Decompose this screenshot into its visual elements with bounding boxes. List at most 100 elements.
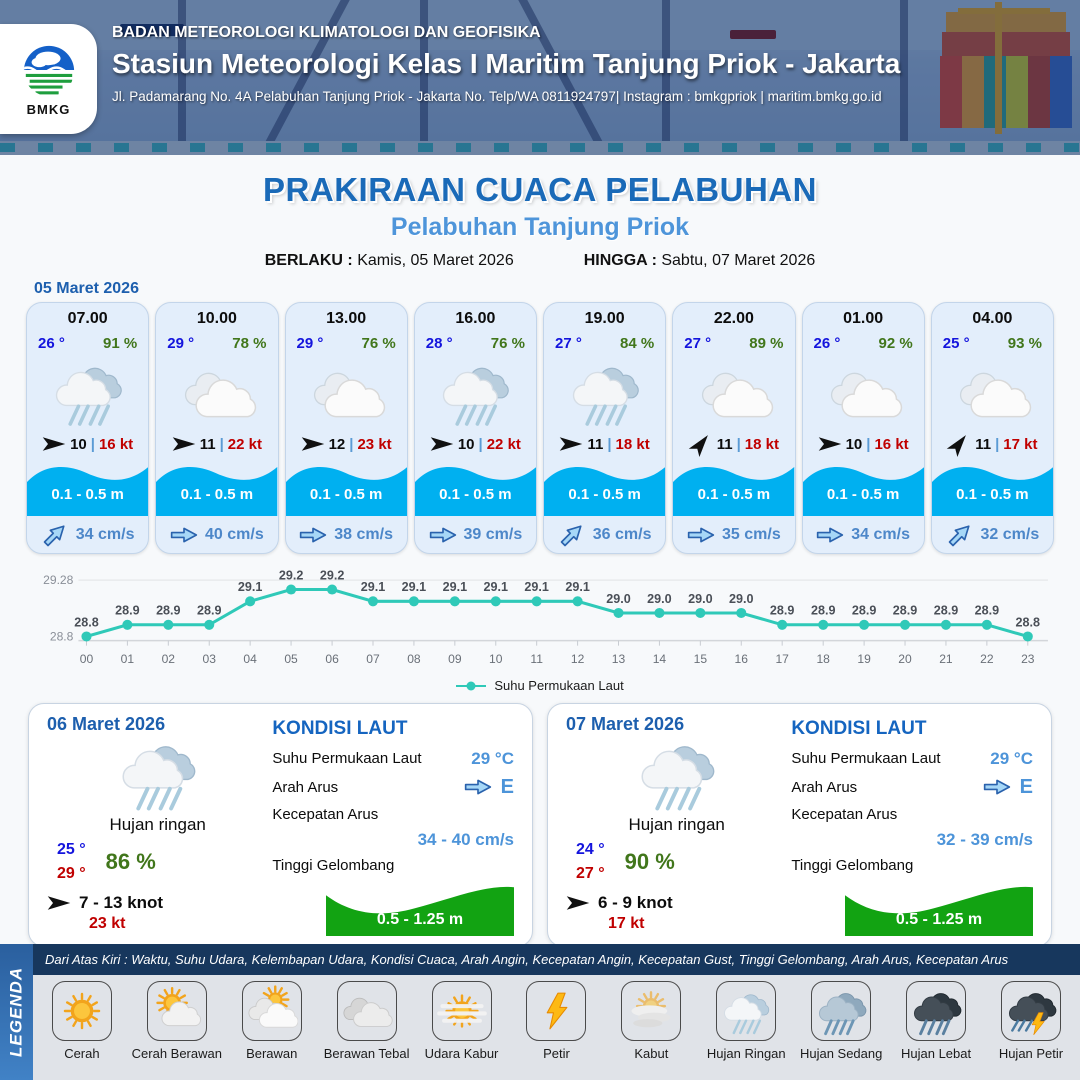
wind-speed: 11 (716, 435, 733, 453)
wind-row: 12 | 23 kt (286, 430, 407, 458)
legend-description: Dari Atas Kiri : Waktu, Suhu Udara, Kele… (33, 944, 1080, 975)
wave-shape (544, 467, 666, 516)
weather-icon (526, 981, 587, 1041)
weather-icon (174, 354, 260, 430)
valid-from-value: Kamis, 05 Maret 2026 (357, 252, 514, 269)
bmkg-logo: BMKG (0, 24, 97, 134)
wave-height: 0.1 - 0.5 m (697, 486, 771, 503)
svg-text:13: 13 (612, 652, 626, 666)
wind-speed: 10 (457, 435, 475, 453)
legend-item-label: Cerah (64, 1046, 100, 1061)
current-direction-icon (555, 518, 589, 552)
current-direction-icon (429, 525, 457, 545)
current-speed-label: Kecepatan Arus (791, 805, 898, 823)
temp-humidity-row: 27 ° 84 % (544, 332, 665, 354)
wind-row: 11 | 22 kt (156, 430, 277, 458)
svg-text:14: 14 (653, 652, 667, 666)
svg-text:28.8: 28.8 (74, 615, 98, 629)
valid-to: HINGGA : Sabtu, 07 Maret 2026 (584, 252, 816, 270)
svg-text:28.9: 28.9 (115, 604, 139, 618)
sea-conditions: KONDISI LAUT Suhu Permukaan Laut 29 °C A… (787, 704, 1051, 946)
green-wave-shape (326, 886, 514, 936)
humidity: 86 % (105, 848, 156, 874)
weather-icon (146, 981, 207, 1041)
humidity: 91 % (103, 334, 138, 352)
svg-text:04: 04 (243, 652, 257, 666)
daily-card-06-maret: 06 Maret 2026 Hujan ringan 25 ° 29 ° 86 … (28, 702, 533, 947)
legend-item-label: Kabut (634, 1046, 669, 1061)
forecast-time: 07.00 (67, 310, 108, 327)
wave-height-value: 0.5 - 1.25 m (376, 910, 464, 928)
svg-text:05: 05 (284, 652, 298, 666)
wind-row: 6 - 9 knot (566, 893, 673, 913)
wave-shape (156, 467, 278, 516)
current-speed-value: 32 - 39 cm/s (936, 829, 1033, 849)
svg-text:09: 09 (448, 652, 462, 666)
wind-separator: | (90, 435, 95, 453)
wind-range: 6 - 9 knot (598, 892, 673, 912)
weather-icon (336, 981, 397, 1041)
current-direction-icon (170, 525, 198, 545)
wind-separator: | (349, 435, 354, 453)
weather-icon (431, 981, 492, 1041)
legend-item-label: Hujan Lebat (901, 1046, 972, 1061)
header-overlay (0, 0, 1080, 155)
humidity: 84 % (620, 334, 655, 352)
svg-text:15: 15 (694, 652, 708, 666)
air-temperature: 28 ° (425, 334, 453, 352)
current-speed: 34 cm/s (851, 525, 910, 543)
current-speed: 39 cm/s (463, 525, 523, 543)
current-speed: 36 cm/s (592, 525, 652, 543)
wind-direction-icon (566, 895, 590, 911)
current-row: 38 cm/s (286, 516, 407, 553)
wave-height-band: 0.1 - 0.5 m (27, 460, 149, 516)
wave-shape (802, 467, 924, 516)
weather-icon (51, 981, 112, 1041)
chart-legend-marker (456, 681, 487, 691)
wind-speed: 11 (199, 435, 216, 453)
svg-text:02: 02 (162, 652, 176, 666)
temp-humidity-row: 29 ° 76 % (286, 332, 407, 354)
forecast-card: 16.00 28 ° 76 % 10 | 22 kt 0.1 - 0.5 m (413, 302, 537, 554)
forecast-card: 10.00 29 ° 78 % 11 | 22 kt 0.1 - 0.5 m (155, 302, 279, 554)
wind-row: 11 | 18 kt (673, 430, 794, 458)
current-speed: 34 cm/s (75, 525, 135, 543)
forecast-card: 01.00 26 ° 92 % 10 | 16 kt 0.1 - 0.5 m (801, 302, 925, 554)
wave-height-band: 0.1 - 0.5 m (156, 460, 278, 516)
window-beam-art (662, 0, 670, 155)
svg-text:06: 06 (325, 652, 339, 666)
current-row: 32 cm/s (932, 516, 1053, 553)
sst-value: 29 °C (471, 748, 514, 768)
wave-height-band: 0.1 - 0.5 m (673, 460, 795, 516)
wave-height: 0.1 - 0.5 m (826, 486, 900, 503)
humidity: 78 % (232, 334, 267, 352)
legend-item: Berawan Tebal (321, 981, 413, 1061)
wind-speed: 11 (975, 435, 992, 453)
temp-min: 25 ° (57, 840, 86, 858)
humidity: 92 % (878, 334, 913, 352)
daily-weather-summary: 07 Maret 2026 Hujan ringan 24 ° 27 ° 90 … (548, 704, 787, 946)
forecast-card: 19.00 27 ° 84 % 11 | 18 kt 0.1 - 0.5 m (543, 302, 667, 554)
wind-speed: 11 (587, 435, 604, 453)
svg-text:18: 18 (816, 652, 830, 666)
air-temperature: 25 ° (942, 334, 970, 352)
svg-text:28.9: 28.9 (156, 604, 180, 618)
air-temperature: 29 ° (296, 334, 324, 352)
chart-legend: Suhu Permukaan Laut (0, 677, 1080, 695)
humidity: 90 % (624, 848, 675, 874)
svg-text:29.1: 29.1 (443, 580, 467, 594)
svg-text:29.2: 29.2 (279, 568, 303, 582)
daily-date: 06 Maret 2026 (47, 713, 166, 734)
svg-text:16: 16 (735, 652, 749, 666)
crane-icon (958, 8, 1050, 14)
forecast-time: 13.00 (326, 310, 367, 327)
sea-conditions: KONDISI LAUT Suhu Permukaan Laut 29 °C A… (268, 704, 532, 946)
current-row: 36 cm/s (544, 516, 665, 553)
current-row: 34 cm/s (27, 516, 148, 553)
legend-item: Cerah (36, 981, 128, 1061)
wind-row: 7 - 13 knot (47, 893, 163, 913)
legend-item: Hujan Lebat (890, 981, 982, 1061)
valid-from: BERLAKU : Kamis, 05 Maret 2026 (265, 252, 514, 270)
current-speed: 32 cm/s (980, 525, 1040, 543)
